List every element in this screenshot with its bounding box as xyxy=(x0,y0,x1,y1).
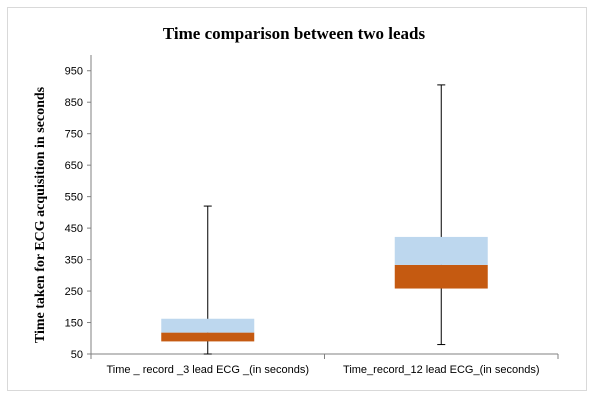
axes xyxy=(90,55,559,359)
y-tick-label: 450 xyxy=(65,223,83,235)
y-ticks: 50 150 250 350 450 550 650 750 850 950 xyxy=(65,66,91,361)
x-category-label: Time_record_12 lead ECG_(in seconds) xyxy=(343,364,539,376)
box-upper-median-q3 xyxy=(394,236,488,265)
box-upper-median-q3 xyxy=(161,318,255,333)
box-1 xyxy=(161,205,255,355)
x-categories: Time _ record _3 lead ECG _(in seconds) T… xyxy=(106,364,539,376)
y-tick-label: 650 xyxy=(65,160,83,172)
box-lower-q1-median xyxy=(394,264,488,289)
box-plot-chart: Time comparison between two leads Time t… xyxy=(33,24,559,376)
y-tick-label: 750 xyxy=(65,129,83,141)
box-lower-q1-median xyxy=(161,332,255,342)
y-tick-label: 50 xyxy=(71,349,83,361)
y-tick-label: 350 xyxy=(65,255,83,267)
chart-frame: Time comparison between two leads Time t… xyxy=(7,7,587,391)
y-tick-label: 250 xyxy=(65,286,83,298)
chart-title: Time comparison between two leads xyxy=(163,24,426,43)
x-category-label: Time _ record _3 lead ECG _(in seconds) xyxy=(106,364,309,376)
y-tick-label: 850 xyxy=(65,97,83,109)
boxes xyxy=(161,84,488,355)
y-tick-label: 950 xyxy=(65,66,83,78)
box-2 xyxy=(394,84,488,346)
y-axis-label: Time taken for ECG acquisition in second… xyxy=(33,86,48,343)
y-tick-label: 150 xyxy=(65,318,83,330)
y-tick-label: 550 xyxy=(65,192,83,204)
